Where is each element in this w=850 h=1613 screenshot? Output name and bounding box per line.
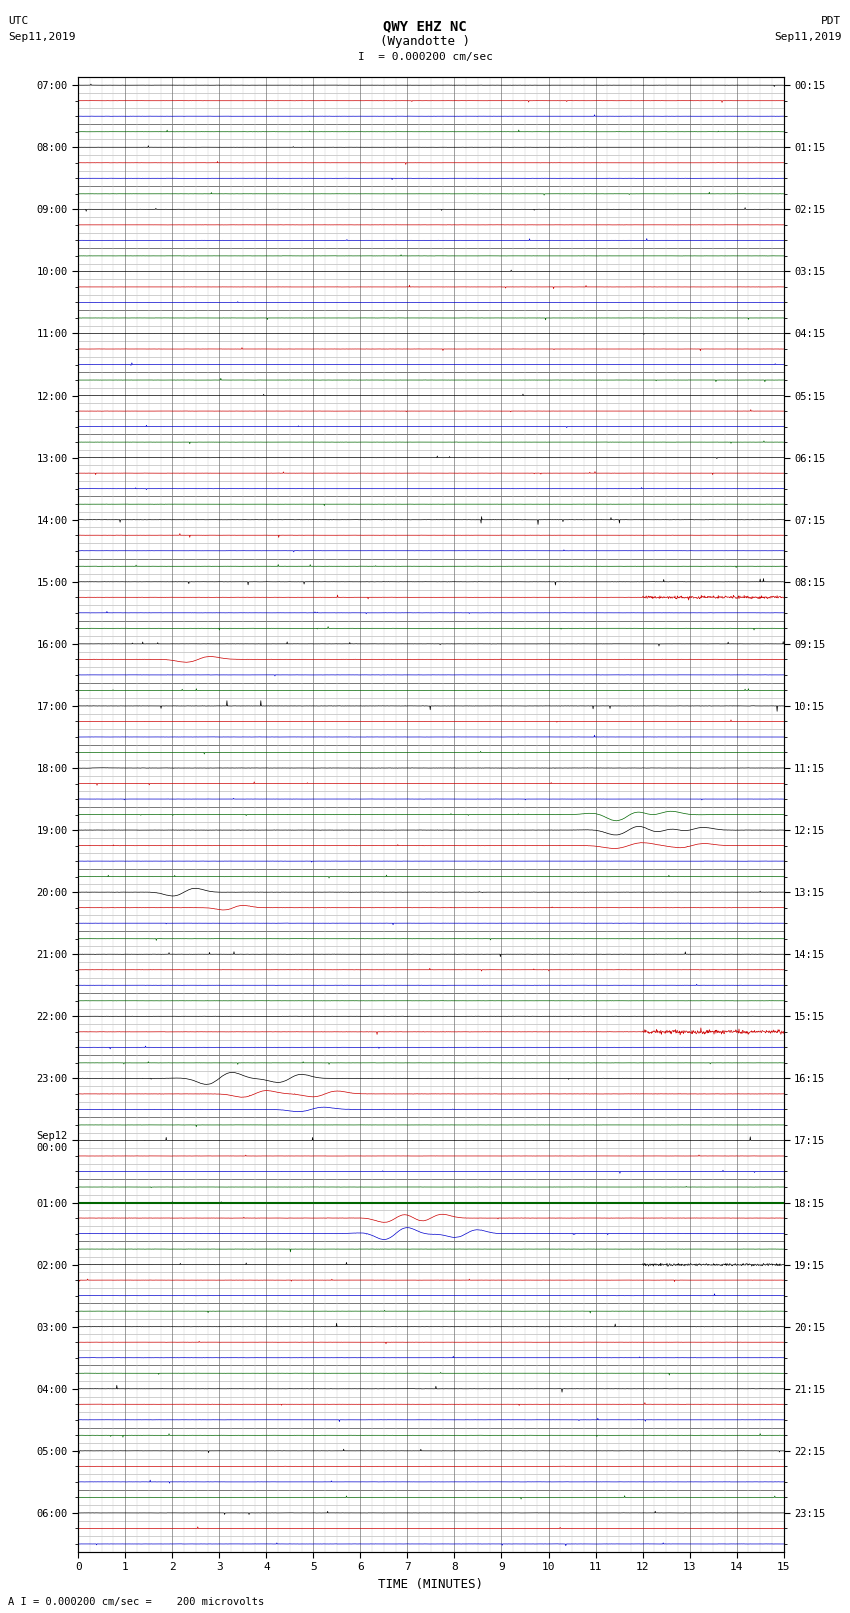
Text: (Wyandotte ): (Wyandotte )	[380, 35, 470, 48]
Text: Sep11,2019: Sep11,2019	[774, 32, 842, 42]
Text: UTC: UTC	[8, 16, 29, 26]
Text: PDT: PDT	[821, 16, 842, 26]
Text: Sep11,2019: Sep11,2019	[8, 32, 76, 42]
Text: QWY EHZ NC: QWY EHZ NC	[383, 19, 467, 34]
Text: A I = 0.000200 cm/sec =    200 microvolts: A I = 0.000200 cm/sec = 200 microvolts	[8, 1597, 264, 1607]
Text: I  = 0.000200 cm/sec: I = 0.000200 cm/sec	[358, 52, 492, 61]
X-axis label: TIME (MINUTES): TIME (MINUTES)	[378, 1578, 484, 1590]
